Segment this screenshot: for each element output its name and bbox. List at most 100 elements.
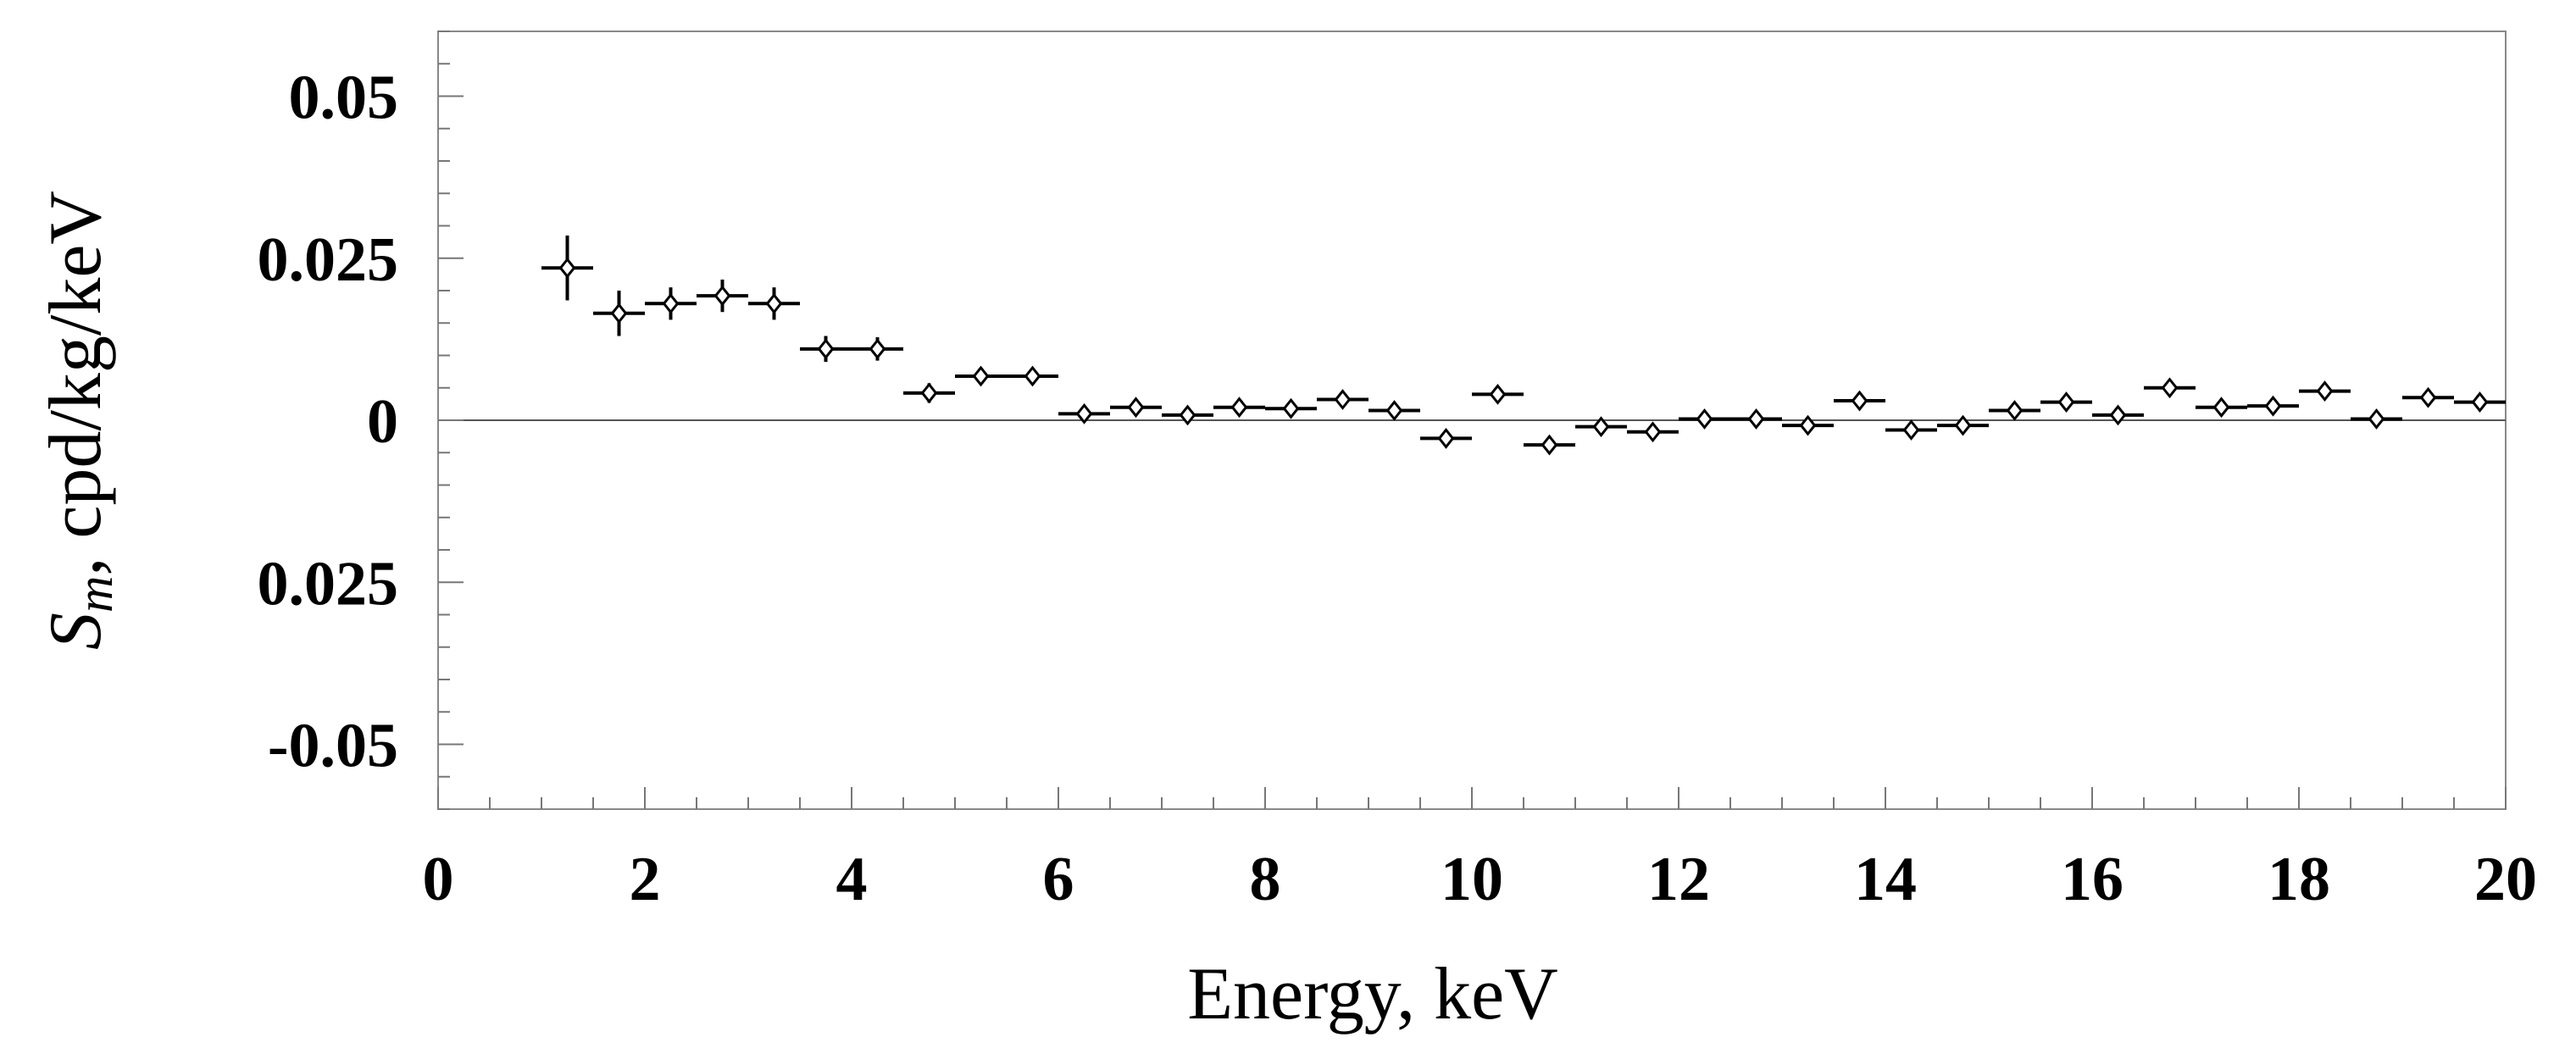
point-marker bbox=[1334, 389, 1352, 410]
x-tick-label: 8 bbox=[1250, 845, 1281, 914]
data-point bbox=[593, 291, 645, 336]
y-tick-label: -0.05 bbox=[268, 712, 398, 781]
data-point bbox=[2196, 397, 2247, 419]
y-tick-label: 0 bbox=[367, 387, 398, 457]
x-tick-label: 12 bbox=[1647, 845, 1710, 914]
data-point bbox=[1472, 383, 1524, 405]
point-marker bbox=[765, 292, 783, 314]
point-marker bbox=[972, 365, 990, 387]
data-point bbox=[2351, 408, 2402, 430]
point-marker bbox=[1592, 416, 1610, 438]
x-tick-label: 10 bbox=[1441, 845, 1503, 914]
data-point bbox=[852, 337, 903, 361]
y-axis-title: Sm, cpd/kg/keV bbox=[35, 191, 123, 650]
x-tick-label: 2 bbox=[630, 845, 661, 914]
data-point bbox=[955, 365, 1007, 387]
point-marker bbox=[558, 257, 576, 279]
point-marker bbox=[817, 338, 835, 360]
data-point bbox=[2402, 386, 2454, 408]
point-marker bbox=[1179, 404, 1196, 426]
point-marker bbox=[2109, 404, 2127, 426]
point-marker bbox=[2471, 391, 2489, 413]
point-marker bbox=[1954, 414, 1972, 436]
point-marker bbox=[1799, 414, 1817, 436]
data-point bbox=[1007, 365, 1058, 387]
point-marker bbox=[1024, 365, 1041, 387]
point-marker bbox=[1747, 408, 1765, 430]
data-point bbox=[2040, 391, 2092, 413]
point-marker bbox=[1127, 397, 1145, 419]
point-marker bbox=[2212, 397, 2230, 419]
point-marker bbox=[1230, 397, 1248, 419]
point-marker bbox=[713, 285, 731, 307]
x-tick-label: 6 bbox=[1043, 845, 1074, 914]
x-tick-label: 0 bbox=[423, 845, 454, 914]
x-tick-label: 16 bbox=[2061, 845, 2124, 914]
point-marker bbox=[1282, 397, 1300, 419]
point-marker bbox=[610, 302, 628, 325]
data-point bbox=[2247, 395, 2299, 417]
data-point bbox=[1110, 397, 1162, 419]
point-marker bbox=[1489, 383, 1507, 405]
y-tick-label: 0.025 bbox=[258, 225, 399, 295]
data-point bbox=[2092, 404, 2144, 426]
data-point bbox=[697, 279, 748, 313]
y-axis-title-units: , cpd/kg/keV bbox=[35, 191, 117, 576]
point-marker bbox=[2368, 408, 2385, 430]
x-axis-ticks bbox=[437, 787, 2507, 809]
point-marker bbox=[1541, 434, 1558, 456]
point-marker bbox=[2057, 391, 2075, 413]
data-point bbox=[1782, 414, 1834, 436]
data-point bbox=[541, 235, 593, 301]
x-axis-tick-labels: 0 2 4 6 8 10 12 14 16 18 20 bbox=[423, 845, 2538, 914]
point-marker bbox=[1385, 400, 1403, 421]
data-point bbox=[1058, 402, 1110, 424]
data-point bbox=[1213, 397, 1265, 419]
point-marker bbox=[1696, 408, 1713, 430]
point-marker bbox=[662, 292, 680, 314]
data-point bbox=[1575, 416, 1627, 438]
y-axis-tick-labels: 0.05 0.025 0 0.025 -0.05 bbox=[258, 64, 399, 781]
data-point bbox=[903, 382, 955, 404]
data-point bbox=[1420, 428, 1472, 449]
point-marker bbox=[1851, 390, 1868, 412]
data-point bbox=[1265, 397, 1317, 419]
data-point bbox=[1937, 414, 1989, 436]
data-point bbox=[2454, 391, 2506, 413]
point-marker bbox=[1437, 428, 1455, 449]
point-marker bbox=[1902, 419, 1920, 441]
data-point bbox=[1317, 389, 1368, 410]
data-point bbox=[1524, 434, 1575, 456]
data-point bbox=[1368, 400, 1420, 421]
data-point bbox=[2144, 377, 2196, 399]
x-tick-label: 18 bbox=[2268, 845, 2330, 914]
point-marker bbox=[920, 382, 938, 404]
y-axis-title-symbol: S bbox=[35, 613, 117, 650]
x-axis-title: Energy, keV bbox=[1187, 953, 1557, 1035]
data-point bbox=[800, 336, 852, 363]
data-point bbox=[748, 287, 800, 320]
data-point bbox=[1834, 390, 1885, 412]
point-marker bbox=[1644, 421, 1662, 443]
point-marker bbox=[2006, 400, 2024, 421]
point-marker bbox=[2316, 380, 2334, 402]
point-marker bbox=[1075, 402, 1093, 424]
data-points bbox=[541, 235, 2506, 456]
point-marker bbox=[2264, 395, 2282, 417]
data-point bbox=[2299, 380, 2351, 402]
data-point bbox=[1989, 400, 2040, 421]
point-marker bbox=[2161, 377, 2179, 399]
data-point bbox=[1627, 421, 1679, 443]
x-tick-label: 14 bbox=[1854, 845, 1917, 914]
y-tick-label: 0.05 bbox=[289, 64, 399, 133]
x-tick-label: 20 bbox=[2474, 845, 2537, 914]
point-marker bbox=[869, 338, 886, 360]
data-point bbox=[1162, 404, 1213, 426]
data-point bbox=[1679, 408, 1730, 430]
data-point bbox=[1730, 408, 1782, 430]
data-point bbox=[645, 287, 697, 320]
point-marker bbox=[2419, 386, 2437, 408]
y-axis-ticks bbox=[438, 31, 464, 810]
y-axis-title-subscript: m bbox=[67, 576, 123, 613]
